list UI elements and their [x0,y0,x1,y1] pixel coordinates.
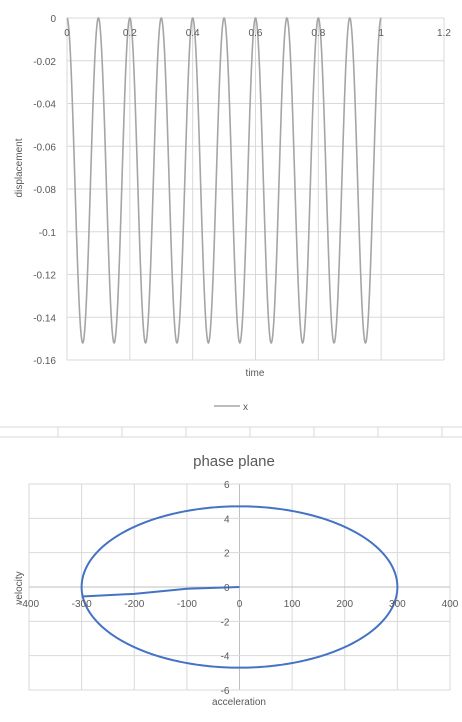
y-tick-label: -0.08 [33,185,56,196]
y-tick-label: 6 [224,480,230,491]
y-tick-label: -4 [221,652,230,663]
x-tick-label: 0 [237,599,243,610]
x-tick-label: -300 [72,599,92,610]
grid [66,17,445,361]
x-axis-title: acceleration [212,697,266,708]
x-tick-label: 1.2 [437,28,451,39]
x-tick-label: 0.6 [249,28,263,39]
series-ellipse [80,505,399,669]
y-tick-label: 0 [50,14,56,25]
y-tick-label: -0.02 [33,57,56,68]
legend: x [214,402,248,413]
series-x [66,16,382,344]
legend-label-x: x [243,402,248,413]
x-tick-label: 1 [378,28,384,39]
x-axis-title: time [246,368,265,379]
y-axis-title: velocity [14,571,25,604]
series-line-x [66,16,382,344]
x-tick-label: -400 [19,599,39,610]
y-tick-label: -0.06 [33,142,56,153]
x-tick-label: -100 [177,599,197,610]
x-tick-label: -200 [124,599,144,610]
y-tick-label: -0.1 [39,228,57,239]
y-axis-title: displacement [14,138,25,197]
y-tick-label: -0.16 [33,356,56,367]
phase-plane-chart: phase plane -400 -300 -200 -100 0 100 200 300 40… [14,453,459,708]
y-tick-labels: 0 -0.02 -0.04 -0.06 -0.08 -0.1 -0.12 -0.14 -0.16 [33,14,56,367]
separator [0,426,462,438]
series-start-segment [81,586,240,598]
displacement-chart: 0 0.2 0.4 0.6 0.8 1 1.2 0 -0.02 -0.04 -0.06 -0.08 -… [14,14,451,413]
x-tick-label: 0.2 [123,28,137,39]
y-tick-label: 0 [224,583,230,594]
x-tick-label: 400 [442,599,459,610]
y-tick-label: -0.14 [33,313,56,324]
y-tick-label: -0.04 [33,100,56,111]
x-tick-label: 100 [284,599,301,610]
chart-title: phase plane [193,453,275,470]
x-tick-labels: 0 0.2 0.4 0.6 0.8 1 1.2 [64,28,451,39]
x-tick-labels: -400 -300 -200 -100 0 100 200 300 400 [19,599,459,610]
y-tick-label: 4 [224,514,230,525]
x-tick-label: 300 [389,599,406,610]
y-tick-label: -6 [221,686,230,697]
y-tick-labels: 6 4 2 0 -2 -4 -6 [221,480,230,697]
x-tick-label: 0.8 [311,28,325,39]
grid [28,483,451,691]
x-tick-label: 0.4 [186,28,200,39]
series-phase [80,505,399,669]
y-tick-label: -2 [221,617,230,628]
y-tick-label: 2 [224,549,230,560]
x-tick-label: 0 [64,28,70,39]
y-tick-label: -0.12 [33,271,56,282]
x-tick-label: 200 [336,599,353,610]
